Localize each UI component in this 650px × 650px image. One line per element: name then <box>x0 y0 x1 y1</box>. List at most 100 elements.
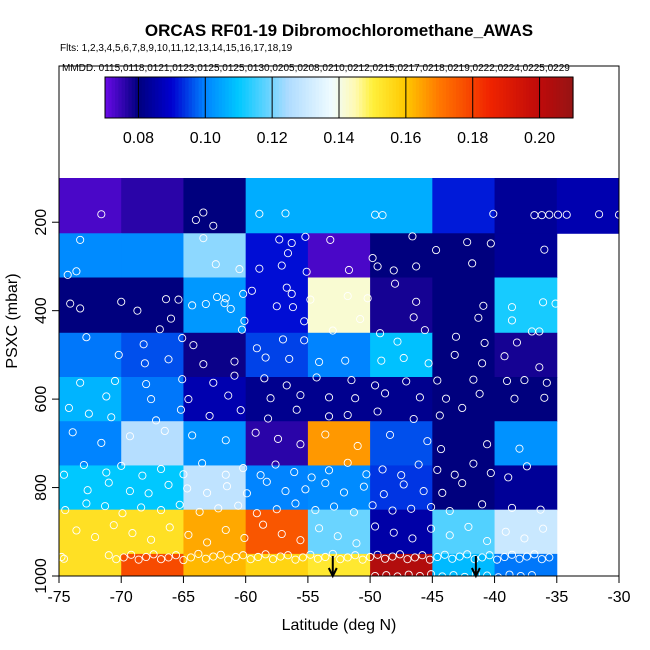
sample-point <box>356 315 365 324</box>
colorbar-segment <box>165 77 170 118</box>
sample-point <box>251 428 260 437</box>
sample-point <box>395 550 405 559</box>
colorbar-segment <box>449 77 454 118</box>
heatmap-cell <box>494 421 558 466</box>
colorbar-segment <box>352 77 357 118</box>
sample-point <box>362 470 371 479</box>
heatmap-cell <box>59 421 122 466</box>
sample-point <box>312 373 321 382</box>
heatmap-cell <box>245 553 309 577</box>
heatmap-cell <box>307 377 371 422</box>
sample-point <box>133 306 142 315</box>
sample-point <box>470 555 479 564</box>
sample-point <box>100 502 110 511</box>
x-tick-label: -60 <box>234 589 257 606</box>
colorbar-segment <box>128 77 133 118</box>
sample-point <box>199 360 208 369</box>
sample-point <box>252 509 261 518</box>
heatmap-cell <box>121 332 184 378</box>
sample-point <box>463 550 472 559</box>
sample-point <box>380 389 390 398</box>
sample-point <box>76 235 85 244</box>
sample-point <box>448 554 457 563</box>
colorbar-segment <box>552 77 557 118</box>
sample-point <box>260 374 269 383</box>
sample-point <box>505 570 514 579</box>
sample-point <box>329 502 339 511</box>
heatmap-cell <box>432 233 496 278</box>
heatmap-cell <box>432 277 496 334</box>
heatmap-cell <box>370 178 433 234</box>
sample-point <box>97 438 106 447</box>
heatmap-cell <box>494 509 558 555</box>
sample-point <box>486 468 495 478</box>
sample-point <box>326 235 335 244</box>
sample-point <box>240 316 249 325</box>
colorbar-segment <box>529 77 534 118</box>
sample-point <box>306 295 315 304</box>
sample-point <box>336 555 345 564</box>
sample-point <box>125 432 134 441</box>
colorbar-segment <box>225 77 230 118</box>
sample-point <box>195 507 204 516</box>
colorbar-segment <box>559 77 564 118</box>
sample-point <box>224 391 233 400</box>
sample-point <box>343 292 352 301</box>
sample-point <box>540 393 549 402</box>
sample-point <box>427 570 436 579</box>
sample-point <box>315 357 324 367</box>
colorbar-segment <box>328 77 333 118</box>
colorbar-segment <box>422 77 427 118</box>
x-tick-label: -40 <box>483 589 506 606</box>
colorbar-segment <box>522 77 527 118</box>
sample-point <box>450 350 459 359</box>
heatmap-cell <box>432 332 496 378</box>
x-tick-label: -30 <box>607 589 630 606</box>
colorbar-segment <box>232 77 236 118</box>
sample-point <box>278 335 288 344</box>
sample-point <box>76 304 85 313</box>
colorbar-segment <box>141 77 146 118</box>
sample-point <box>179 470 188 479</box>
colorbar-segment <box>542 77 547 118</box>
sample-point <box>84 409 93 418</box>
colorbar-segment <box>499 77 504 118</box>
heatmap-cell <box>494 332 558 378</box>
colorbar-segment <box>536 77 541 118</box>
sample-point <box>333 532 342 541</box>
heatmap-cell <box>59 332 122 378</box>
colorbar-segment <box>489 77 494 118</box>
sample-point <box>79 460 88 470</box>
sample-point <box>235 265 244 274</box>
sample-point <box>307 473 316 482</box>
sample-point <box>134 555 143 564</box>
colorbar-segment <box>419 77 424 118</box>
colorbar-segment <box>372 77 377 118</box>
colorbar-segment <box>456 77 460 118</box>
sample-point <box>171 551 181 560</box>
heatmap-cell <box>307 421 371 466</box>
sample-point <box>419 487 428 496</box>
sample-point <box>595 210 604 219</box>
sample-point <box>242 489 251 498</box>
colorbar-segment <box>298 77 303 118</box>
sample-point <box>366 552 375 562</box>
colorbar-segment <box>442 77 447 118</box>
sample-point <box>522 462 531 471</box>
sample-point <box>221 294 230 303</box>
colorbar-segment <box>409 77 414 118</box>
heatmap-cell <box>59 377 122 422</box>
sample-point <box>542 378 551 387</box>
colorbar-segment <box>215 77 220 118</box>
sample-point <box>139 340 148 349</box>
sample-point <box>214 504 223 513</box>
heatmap-cell <box>494 465 558 511</box>
sample-point <box>247 286 256 295</box>
sample-point <box>539 298 548 307</box>
plot-frame <box>58 65 620 577</box>
sample-point <box>450 470 459 479</box>
colorbar-segment <box>432 77 437 118</box>
sample-point <box>463 238 472 247</box>
sample-point <box>489 209 498 218</box>
heatmap-cell <box>370 553 433 577</box>
